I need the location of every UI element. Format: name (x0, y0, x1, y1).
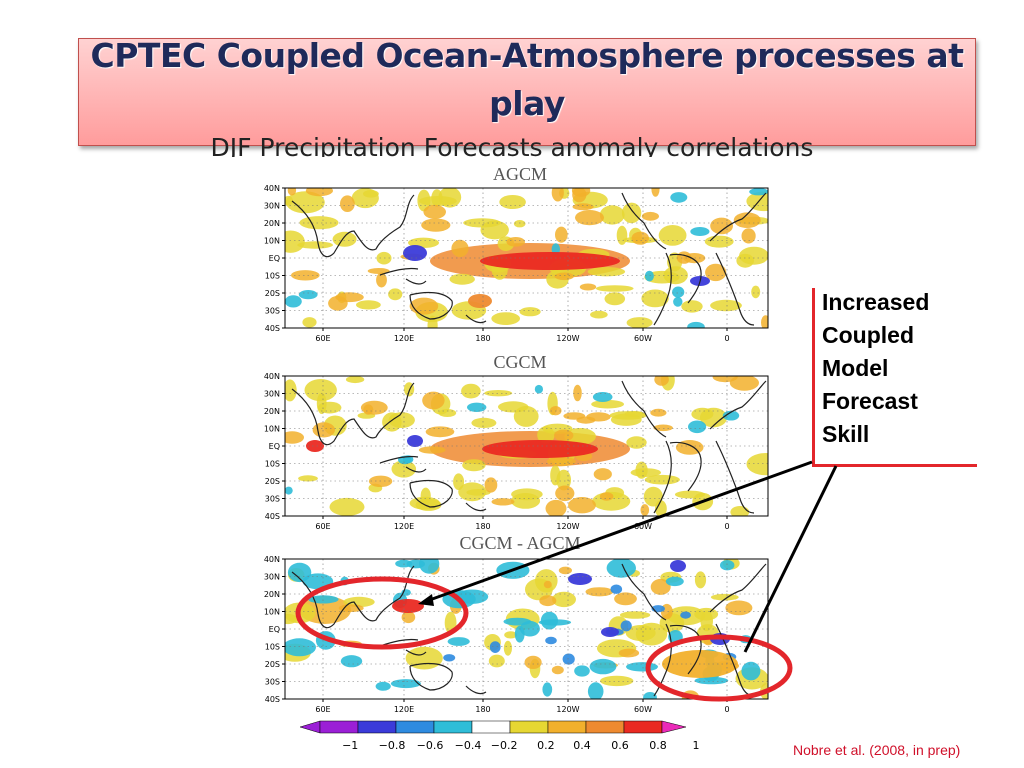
lat-label: 30N (264, 202, 280, 211)
lon-label: 120W (556, 522, 579, 531)
lat-label: 40S (265, 512, 280, 521)
colorbar-end-left (300, 720, 321, 734)
colorbar-label: −0.2 (491, 739, 518, 752)
colorbar-label: −0.6 (417, 739, 444, 752)
map-agcm: 40N 30N 20N 10N EQ 10S 20S 30S 40S 60E 120E 180 120W… (264, 184, 769, 343)
lon-label: 120E (394, 705, 414, 714)
slide-subtitle: DJF Precipitation Forecasts anomaly corr… (0, 131, 1024, 157)
colorbar-swatch (433, 720, 473, 734)
lon-label: 120W (556, 705, 579, 714)
lat-label: 40N (264, 372, 280, 381)
lat-label: 20S (265, 477, 280, 486)
lat-label: 20S (265, 660, 280, 669)
lon-label: 180 (475, 705, 490, 714)
lat-label: 30N (264, 390, 280, 399)
lon-label: 180 (475, 334, 490, 343)
lon-label: 60E (315, 705, 330, 714)
lat-label: 30S (265, 307, 280, 316)
lat-label: 10S (265, 460, 280, 469)
lat-label: 30N (264, 573, 280, 582)
lat-label: 40N (264, 184, 280, 193)
colorbar-swatch (471, 720, 511, 734)
lon-label: 120W (556, 334, 579, 343)
lon-label: 60W (634, 705, 652, 714)
slide-title: CPTEC Coupled Ocean-Atmosphere processes… (90, 38, 964, 123)
colorbar-label: −1 (342, 739, 358, 752)
colorbar-swatch (509, 720, 549, 734)
lat-label: 20N (264, 219, 280, 228)
colorbar-label: 0.8 (649, 739, 667, 752)
lat-label: EQ (269, 442, 280, 451)
colorbar-label: 0.6 (611, 739, 629, 752)
lat-label: 30S (265, 495, 280, 504)
lat-label: 10S (265, 643, 280, 652)
colorbar-label: 1 (693, 739, 700, 752)
colorbar-swatch (395, 720, 435, 734)
lon-label: 0 (724, 705, 729, 714)
lat-label: 40S (265, 324, 280, 333)
lat-label: 40N (264, 555, 280, 564)
colorbar-swatch (547, 720, 587, 734)
lon-label: 180 (475, 522, 490, 531)
lon-label: 60E (315, 334, 330, 343)
panel-title-agcm: AGCM (492, 164, 547, 184)
colorbar: −1 −0.8 −0.6 −0.4 −0.2 0.2 0.4 0.6 0.8 1 (300, 720, 700, 752)
map-cgcm: 40N 30N 20N 10N EQ 10S 20S 30S 40S 60E 120E 180 120W… (264, 372, 769, 531)
lon-label: 60E (315, 522, 330, 531)
colorbar-label: 0.4 (573, 739, 591, 752)
colorbar-label: −0.8 (379, 739, 406, 752)
lon-label: 0 (724, 334, 729, 343)
map-diff: 40N 30N 20N 10N EQ 10S 20S 30S 40S 60E 120E 180 120W… (264, 555, 769, 714)
credit-text: Nobre et al. (2008, in prep) (793, 742, 961, 758)
lat-label: 10N (264, 237, 280, 246)
lon-label: 60W (634, 334, 652, 343)
title-box: CPTEC Coupled Ocean-Atmosphere processes… (78, 38, 976, 146)
lat-label: 10S (265, 272, 280, 281)
colorbar-swatch (623, 720, 663, 734)
lon-label: 120E (394, 522, 414, 531)
lon-label: 120E (394, 334, 414, 343)
lon-label: 0 (724, 522, 729, 531)
callout-text: Increased Coupled Model Forecast Skill (822, 289, 930, 447)
subtitle-text: DJF Precipitation Forecasts anomaly corr… (210, 133, 814, 157)
colorbar-swatch (585, 720, 625, 734)
colorbar-label: −0.4 (455, 739, 482, 752)
lat-label: 40S (265, 695, 280, 704)
lat-label: 20S (265, 289, 280, 298)
lat-label: 10N (264, 425, 280, 434)
lat-label: EQ (269, 625, 280, 634)
colorbar-end-right (661, 720, 687, 734)
colorbar-swatch (357, 720, 397, 734)
callout-bracket (812, 288, 977, 467)
panel-title-cgcm: CGCM (493, 352, 547, 372)
colorbar-label: 0.2 (537, 739, 555, 752)
lat-label: 10N (264, 608, 280, 617)
lat-label: 20N (264, 407, 280, 416)
lon-label: 60W (634, 522, 652, 531)
lat-label: 20N (264, 590, 280, 599)
lat-label: 30S (265, 678, 280, 687)
lat-label: EQ (269, 254, 280, 263)
colorbar-swatch (319, 720, 359, 734)
